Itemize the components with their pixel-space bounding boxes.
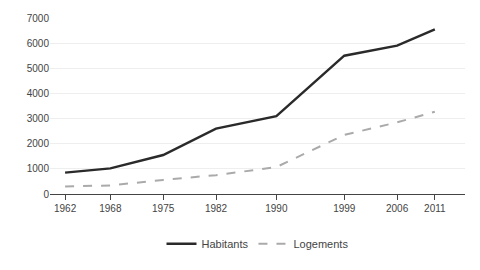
svg-text:Habitants: Habitants — [202, 238, 249, 250]
svg-text:3000: 3000 — [27, 113, 50, 124]
svg-text:Logements: Logements — [293, 238, 348, 250]
svg-text:1962: 1962 — [54, 203, 77, 214]
svg-text:1968: 1968 — [99, 203, 122, 214]
svg-text:5000: 5000 — [27, 63, 50, 74]
svg-text:1982: 1982 — [205, 203, 228, 214]
svg-text:1999: 1999 — [333, 203, 356, 214]
svg-text:7000: 7000 — [27, 13, 50, 24]
svg-text:1000: 1000 — [27, 163, 50, 174]
svg-text:4000: 4000 — [27, 88, 50, 99]
svg-text:1975: 1975 — [152, 203, 175, 214]
svg-text:0: 0 — [43, 189, 49, 200]
svg-text:1990: 1990 — [265, 203, 288, 214]
svg-text:6000: 6000 — [27, 38, 50, 49]
svg-text:2000: 2000 — [27, 138, 50, 149]
svg-text:2006: 2006 — [386, 203, 409, 214]
svg-text:2011: 2011 — [424, 203, 446, 214]
